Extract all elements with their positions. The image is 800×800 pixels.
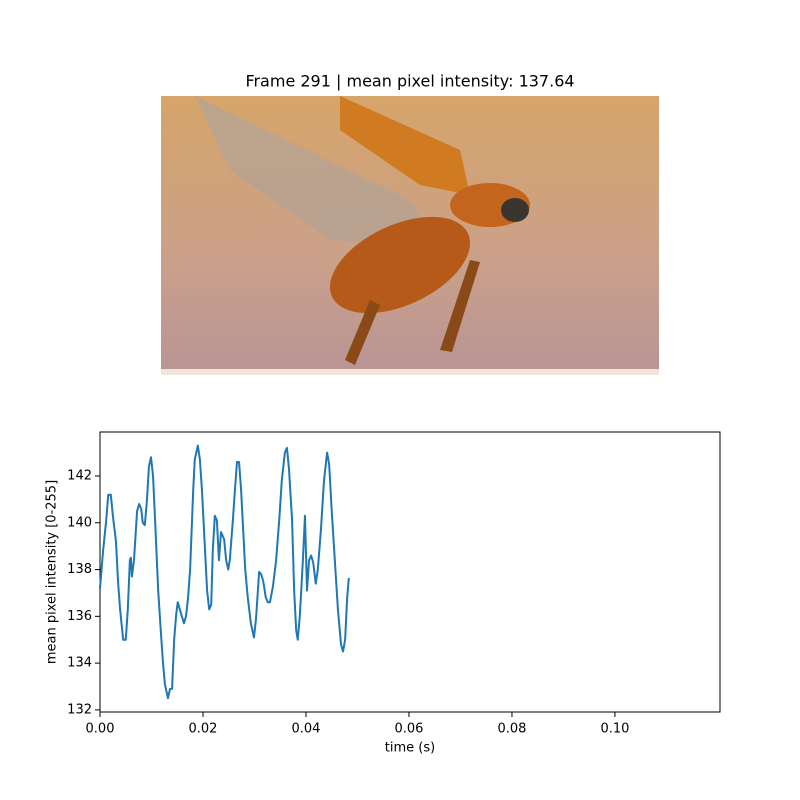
y-tick-label: 132 xyxy=(67,702,92,717)
x-tick-label: 0.08 xyxy=(497,722,526,737)
y-tick-label: 136 xyxy=(67,609,92,624)
frame-image xyxy=(161,96,659,375)
x-tick-label: 0.00 xyxy=(86,722,115,737)
frame-title: Frame 291 | mean pixel intensity: 137.64 xyxy=(245,72,574,91)
plot-frame xyxy=(99,431,721,713)
y-tick-label: 140 xyxy=(67,515,92,530)
y-tick-label: 138 xyxy=(67,562,92,577)
x-axis-label: time (s) xyxy=(385,741,435,756)
y-tick-label: 134 xyxy=(67,656,92,671)
y-axis-label: mean pixel intensity [0-255] xyxy=(45,480,60,664)
x-tick-label: 0.10 xyxy=(600,722,629,737)
x-tick-label: 0.06 xyxy=(394,722,423,737)
y-tick-label: 142 xyxy=(67,468,92,483)
x-tick-label: 0.02 xyxy=(189,722,218,737)
x-tick-label: 0.04 xyxy=(292,722,321,737)
data-line xyxy=(99,444,350,700)
